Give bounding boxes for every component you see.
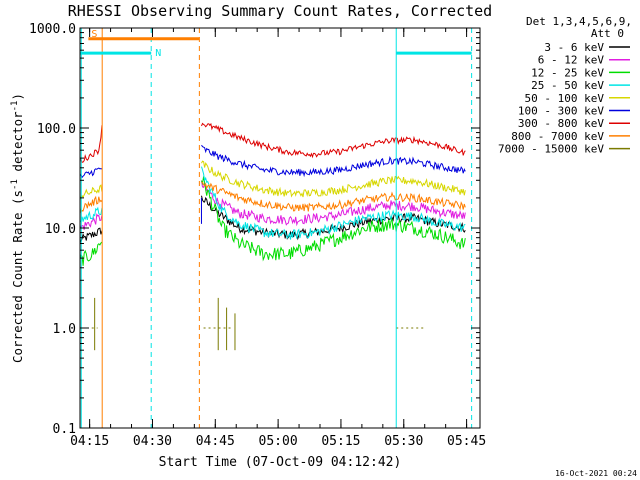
- series-line-50-100keV: [79, 184, 103, 201]
- legend-entry-label: 3 - 6 keV: [544, 41, 604, 54]
- night-label: N: [155, 48, 161, 59]
- x-tick-label: 04:15: [70, 434, 109, 449]
- series-line-12-25keV: [201, 176, 466, 262]
- series-line-300-800keV: [201, 122, 466, 159]
- series-line-800-7000keV: [201, 181, 466, 212]
- chart-title: RHESSI Observing Summary Count Rates, Co…: [68, 2, 492, 20]
- legend-header: Det 1,3,4,5,6,9,: [526, 15, 632, 28]
- x-tick-label: 04:30: [133, 434, 172, 449]
- series-line-25-50keV: [79, 206, 103, 223]
- y-tick-label: 10.0: [45, 222, 76, 237]
- series-line-800-7000keV: [79, 195, 103, 214]
- x-tick-label: 05:15: [321, 434, 360, 449]
- y-axis-label: Corrected Count Rate (s-1 detector-1): [10, 93, 25, 363]
- series-line-50-100keV: [201, 160, 466, 198]
- legend-entry-label: 800 - 7000 keV: [511, 130, 604, 143]
- legend-entry-label: 100 - 300 keV: [518, 105, 604, 118]
- series-line-25-50keV: [201, 166, 466, 240]
- legend-entry-label: 50 - 100 keV: [525, 92, 605, 105]
- date-stamp: 16-Oct-2021 00:24: [555, 469, 637, 478]
- y-tick-label: 1000.0: [29, 22, 76, 37]
- series-line-100-300keV: [79, 167, 103, 179]
- x-axis-label: Start Time (07-Oct-09 04:12:42): [159, 455, 402, 470]
- x-tick-label: 05:00: [259, 434, 298, 449]
- plot-frame: [79, 27, 481, 429]
- legend-entry-label: 6 - 12 keV: [538, 54, 605, 67]
- y-tick-label: 100.0: [37, 122, 76, 137]
- series-line-300-800keV: [79, 125, 103, 163]
- x-axis: 04:15 04:30 04:45 05:00 05:15 05:30 05:45: [70, 28, 486, 449]
- saa-label: S: [91, 29, 97, 40]
- flag-lines: SN: [80, 28, 473, 428]
- series-line-6-12keV: [79, 213, 103, 230]
- x-tick-label: 05:45: [447, 434, 486, 449]
- series-line-3-6keV: [79, 227, 103, 244]
- x-tick-label: 04:45: [196, 434, 235, 449]
- series-line-6-12keV: [201, 180, 466, 227]
- y-axis: 0.1 1.0 10.0 100.0 1000.0: [29, 22, 480, 437]
- y-tick-label: 1.0: [53, 322, 76, 337]
- legend-entry-label: 25 - 50 keV: [531, 79, 604, 92]
- legend-entry-label: 12 - 25 keV: [531, 66, 604, 79]
- x-tick-label: 05:30: [384, 434, 423, 449]
- data-lines: [79, 122, 466, 351]
- legend-entry-label: 300 - 800 keV: [518, 117, 604, 130]
- series-line-100-300keV: [201, 144, 466, 178]
- legend-entry-label: 7000 - 15000 keV: [498, 143, 604, 156]
- y-tick-label: 0.1: [53, 422, 76, 437]
- series-line-12-25keV: [79, 241, 103, 266]
- legend-header: Att 0: [591, 27, 624, 40]
